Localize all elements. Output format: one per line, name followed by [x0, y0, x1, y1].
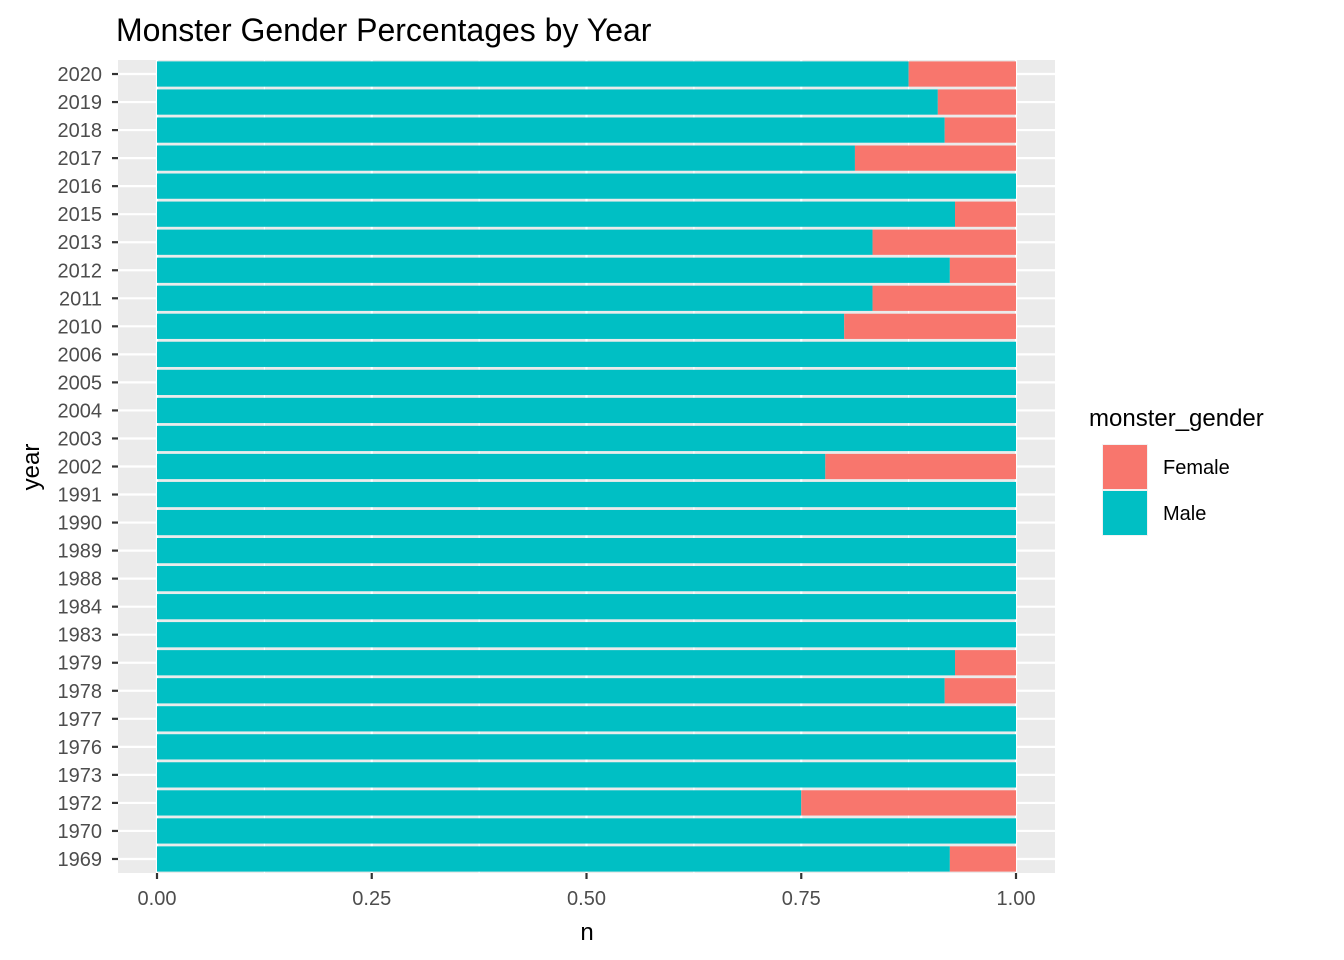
- y-tick-label: 2019: [58, 92, 103, 114]
- bar-male-1989: [157, 537, 1016, 564]
- x-axis: 0.00 0.25 0.50 0.75 1.00: [138, 873, 1036, 910]
- legend-key-male: [1103, 491, 1147, 535]
- y-tick-label: 1991: [58, 485, 103, 507]
- bar-male-1978: [157, 678, 945, 704]
- bar-female-2012: [949, 257, 1016, 283]
- y-tick-label: 2018: [58, 120, 103, 142]
- bar-male-1990: [157, 509, 1016, 536]
- bar-male-2016: [157, 173, 1016, 199]
- bar-male-2006: [157, 341, 1016, 367]
- y-tick-label: 2016: [58, 176, 103, 198]
- y-tick-label: 2004: [58, 400, 103, 422]
- bar-female-2010: [844, 313, 1016, 339]
- bar-male-1976: [157, 734, 1016, 760]
- y-axis-title: year: [18, 444, 45, 491]
- bar-male-2015: [157, 201, 956, 227]
- bar-male-2012: [157, 257, 950, 283]
- bar-male-2018: [157, 117, 945, 143]
- y-tick-label: 1984: [58, 597, 103, 619]
- y-tick-label: 1970: [58, 821, 103, 843]
- bar-female-2019: [937, 89, 1016, 115]
- y-tick-label: 2006: [58, 344, 103, 366]
- y-tick-label: 2013: [58, 232, 103, 254]
- y-tick-label: 2012: [58, 260, 103, 282]
- bar-male-1988: [157, 566, 1016, 592]
- y-tick-label: 2003: [58, 428, 103, 450]
- bar-female-1979: [955, 650, 1016, 676]
- bar-female-2017: [854, 145, 1016, 171]
- bar-female-2015: [955, 201, 1016, 227]
- bar-female-2011: [872, 285, 1016, 311]
- legend-title: monster_gender: [1089, 405, 1264, 432]
- y-tick-label: 2015: [58, 204, 103, 226]
- y-tick-label: 1990: [58, 513, 103, 535]
- y-tick-label: 2011: [59, 288, 102, 310]
- y-tick-label: 2005: [58, 372, 103, 394]
- bar-male-2004: [157, 397, 1016, 424]
- bar-male-2005: [157, 369, 1016, 396]
- y-tick-label: 1988: [58, 569, 103, 591]
- legend-label-female: Female: [1163, 457, 1230, 479]
- x-tick-label: 0.75: [782, 888, 821, 910]
- y-tick-label: 1983: [58, 625, 103, 647]
- bar-male-1969: [157, 846, 950, 872]
- bar-female-2013: [872, 229, 1016, 255]
- bar-male-1973: [157, 762, 1016, 788]
- bar-male-1970: [157, 818, 1016, 844]
- bar-male-1979: [157, 650, 956, 676]
- bar-male-2020: [157, 61, 909, 87]
- bar-male-2017: [157, 145, 855, 171]
- x-tick-label: 0.00: [138, 888, 177, 910]
- bar-male-1984: [157, 594, 1016, 620]
- y-tick-label: 1978: [58, 681, 103, 703]
- y-tick-label: 2002: [58, 457, 103, 479]
- y-axis: 2020 2019 2018 2017 2016 2015 2013 2012 2011 2010…: [58, 64, 118, 871]
- y-tick-label: 1973: [58, 765, 103, 787]
- bar-female-2002: [825, 453, 1016, 480]
- legend-key-female: [1103, 445, 1147, 489]
- bar-male-2013: [157, 229, 873, 255]
- bar-male-1991: [157, 481, 1016, 508]
- bar-male-2002: [157, 453, 826, 480]
- x-tick-label: 0.25: [352, 888, 391, 910]
- x-axis-title: n: [580, 919, 593, 946]
- bars-group: [157, 61, 1016, 872]
- bar-male-1977: [157, 706, 1016, 732]
- bar-female-2020: [908, 61, 1016, 87]
- legend-label-male: Male: [1163, 503, 1206, 525]
- bar-female-1972: [801, 790, 1016, 816]
- y-tick-label: 1969: [58, 849, 103, 871]
- y-tick-label: 1976: [58, 737, 103, 759]
- bar-female-2018: [944, 117, 1016, 143]
- chart-title: Monster Gender Percentages by Year: [116, 12, 652, 48]
- bar-female-1978: [944, 678, 1016, 704]
- y-tick-label: 1977: [58, 709, 103, 731]
- y-tick-label: 2017: [58, 148, 103, 170]
- bar-male-1972: [157, 790, 802, 816]
- y-tick-label: 2020: [58, 64, 103, 86]
- y-tick-label: 1989: [58, 541, 103, 563]
- y-tick-label: 1979: [58, 653, 103, 675]
- bar-female-1969: [949, 846, 1016, 872]
- x-tick-label: 0.50: [567, 888, 606, 910]
- y-tick-label: 1972: [58, 793, 103, 815]
- bar-male-1983: [157, 622, 1016, 648]
- bar-male-2011: [157, 285, 873, 311]
- y-tick-label: 2010: [58, 316, 103, 338]
- bar-male-2003: [157, 425, 1016, 452]
- bar-male-2010: [157, 313, 845, 339]
- x-tick-label: 1.00: [997, 888, 1036, 910]
- bar-male-2019: [157, 89, 938, 115]
- legend: monster_gender Female Male: [1089, 405, 1264, 536]
